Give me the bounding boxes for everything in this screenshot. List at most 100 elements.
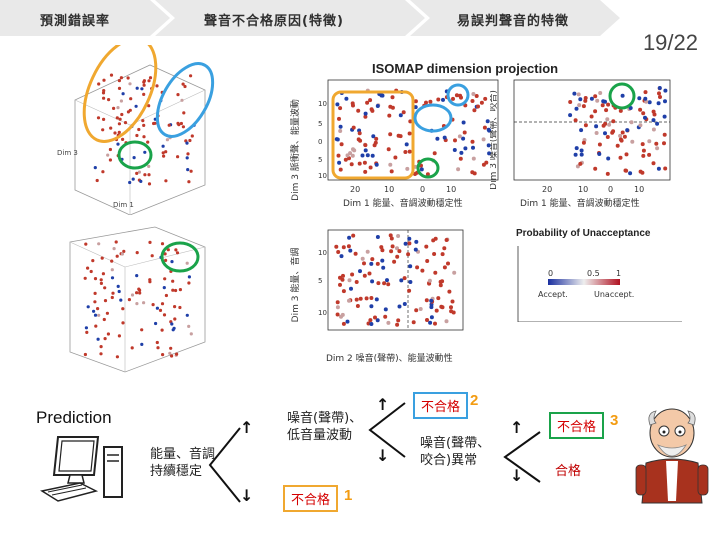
scatter-point <box>189 332 193 336</box>
scatter-point <box>100 256 104 260</box>
scatter-point <box>656 101 661 106</box>
svg-text:Dim 3 噪音(聲帶、咬合): Dim 3 噪音(聲帶、咬合) <box>490 90 499 190</box>
scatter-point <box>128 180 132 185</box>
fail-badge-1-label: 不合格 <box>291 493 331 508</box>
scatter-point <box>461 136 466 141</box>
scatter-point <box>388 233 393 238</box>
scatter-point <box>103 299 108 303</box>
svg-text:0: 0 <box>548 269 553 278</box>
scatter-point <box>369 304 374 309</box>
scatter-point <box>128 82 132 86</box>
scatter-point <box>388 162 393 167</box>
scatter-point <box>140 87 144 91</box>
scatter-point <box>106 332 110 336</box>
scatter-point <box>470 139 475 144</box>
scatter-point <box>337 116 341 121</box>
scatter-point <box>456 167 461 172</box>
scatter-point <box>663 166 668 171</box>
scatter-point <box>349 162 354 167</box>
scatter-point <box>605 171 610 176</box>
scatter-point <box>367 271 372 276</box>
scatter-point <box>96 307 100 311</box>
scatter-point <box>118 117 122 121</box>
scatter-point <box>126 110 130 114</box>
scatter-point <box>629 120 634 125</box>
scatter-point <box>93 277 98 281</box>
scatter-point <box>340 277 345 282</box>
fail-number-3: 3 <box>610 412 619 429</box>
scatter-point <box>461 120 466 125</box>
scatter-point <box>117 86 122 90</box>
scatter-point <box>173 305 177 309</box>
scatter-point <box>379 93 384 98</box>
scatter-point <box>135 133 139 138</box>
tab-failure-reason[interactable]: 聲音不合格原因(特徵) <box>160 0 405 36</box>
scatter-point <box>389 169 394 174</box>
scatter-point <box>576 92 581 97</box>
scatter-point <box>395 322 400 327</box>
scatter-point <box>143 173 147 177</box>
scatter-point <box>640 170 645 175</box>
scatter-point <box>347 235 352 240</box>
scatter-point <box>99 352 103 356</box>
branch2-text-line2: 咬合)異常 <box>420 453 478 468</box>
scatter-point <box>579 128 584 133</box>
scatter-point <box>349 286 353 291</box>
scatter-point <box>578 97 583 102</box>
scatter-point <box>620 130 625 135</box>
scatter-point <box>156 346 160 350</box>
scatter-point <box>154 321 158 326</box>
scatter-point <box>354 280 359 284</box>
scatter-point <box>153 121 157 125</box>
scatter-point <box>459 150 464 155</box>
scatter-point <box>119 76 123 80</box>
pass-label-text: 合格 <box>555 464 582 479</box>
root-text-line2: 持續穩定 <box>150 464 203 479</box>
scatter-point <box>348 151 353 156</box>
scatter-point <box>119 298 123 302</box>
scatter-point <box>135 274 139 278</box>
scatter-point <box>347 298 351 303</box>
svg-text:Accept.: Accept. <box>538 290 568 299</box>
scatter-point <box>368 165 373 170</box>
scatter-point <box>96 116 101 120</box>
scatter-point <box>346 244 351 249</box>
scatter-point <box>651 118 656 123</box>
scatter-point <box>117 79 121 83</box>
scatter-point <box>102 89 106 93</box>
scatter-point <box>142 80 146 84</box>
scatter-point <box>113 131 117 135</box>
scatter-point <box>656 166 661 171</box>
scatter-point <box>606 156 611 161</box>
scatter-point <box>140 342 144 346</box>
scatter-point <box>589 96 594 101</box>
fail-number-1: 1 <box>344 487 353 504</box>
scatter-point <box>574 146 579 151</box>
scatter-point <box>428 320 433 325</box>
scatter-point <box>451 310 456 315</box>
scatter-dim1-dim3: Dim 3 脈衝聲、能量波動 20 10 0 10 10 5 0 5 10 Di… <box>289 79 499 209</box>
scatter-point <box>452 148 457 152</box>
scatter-point <box>415 265 420 270</box>
scatter-point <box>482 125 487 130</box>
scatter-point <box>117 334 121 338</box>
scatter-point <box>120 112 124 117</box>
scatter-point <box>647 100 652 105</box>
scatter-point <box>106 153 110 157</box>
scatter-point <box>369 261 374 266</box>
scatter-point <box>594 131 599 135</box>
tab-misjudge-feature[interactable]: 易誤判聲音的特徵 <box>415 0 605 36</box>
scatter-point <box>607 122 612 127</box>
scatter-point <box>574 106 579 111</box>
scatter-point <box>358 296 363 301</box>
tab-prediction-error[interactable]: 預測錯誤率 <box>0 0 150 36</box>
scatter-point <box>407 149 412 154</box>
scatter-point <box>336 153 341 158</box>
scatter-point <box>365 249 370 254</box>
scatter-point <box>436 97 441 102</box>
scatter-point <box>662 141 666 146</box>
scatter-point <box>355 304 360 308</box>
svg-text:Dim 2 噪音(聲帶)、能量波動性: Dim 2 噪音(聲帶)、能量波動性 <box>326 352 453 364</box>
worried-person-icon <box>635 408 709 504</box>
scatter-point <box>662 132 667 137</box>
